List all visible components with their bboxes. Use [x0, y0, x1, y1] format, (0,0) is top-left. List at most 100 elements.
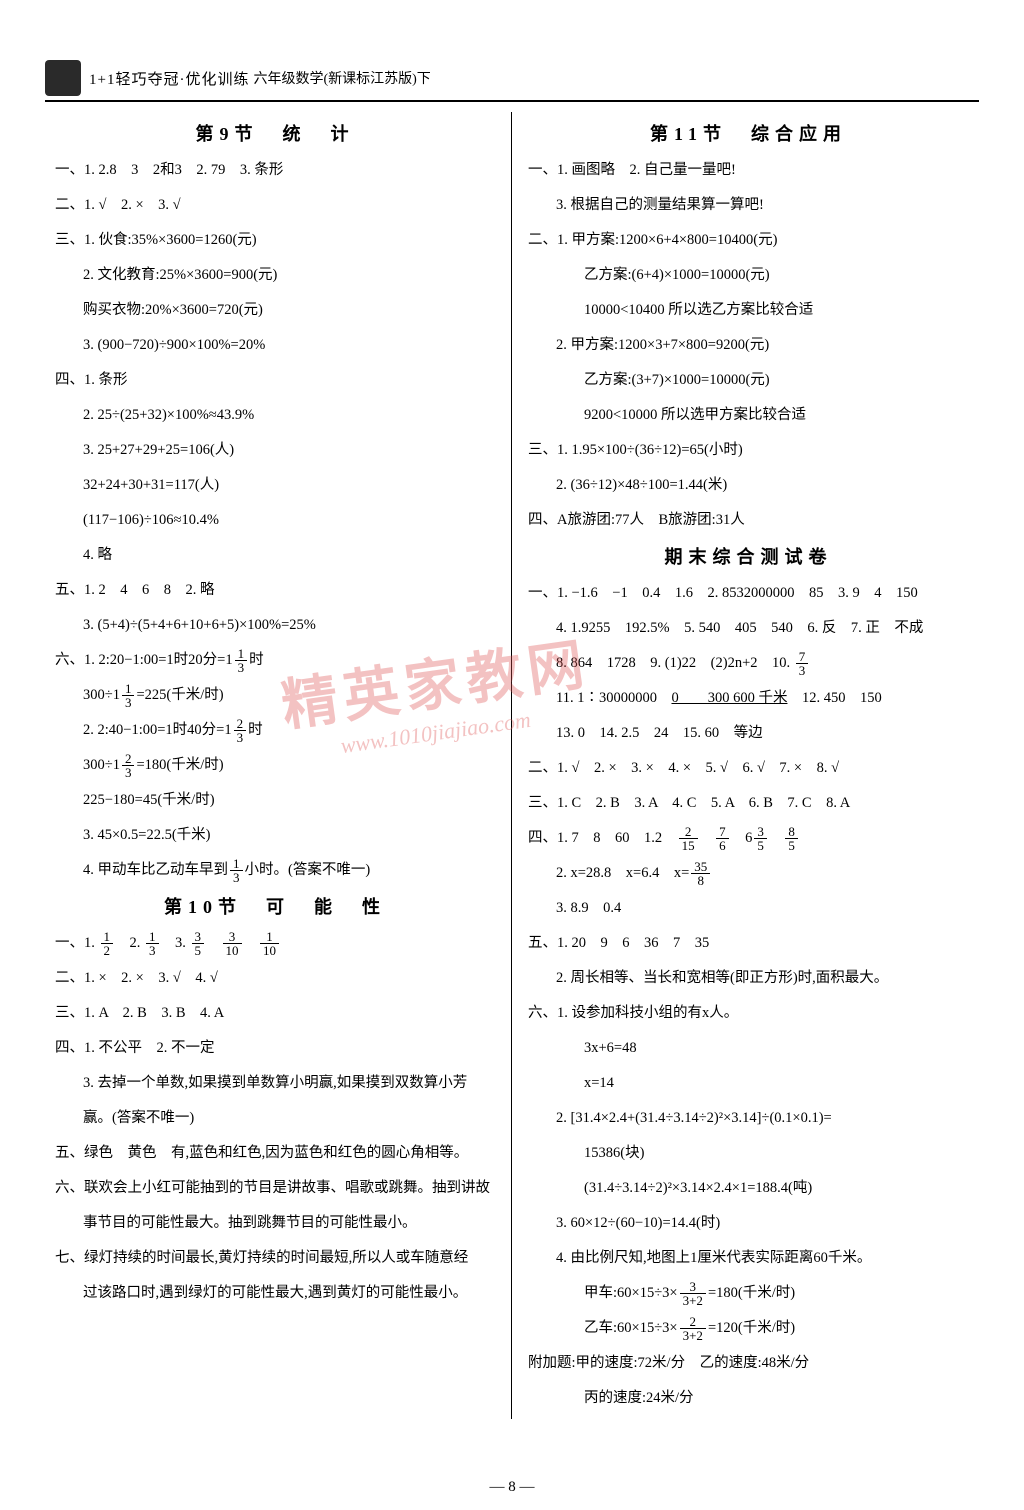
text: =120(千米/时): [708, 1320, 795, 1336]
line: 2. [31.4×2.4+(31.4÷3.14÷2)²×3.14]÷(0.1×0…: [528, 1104, 969, 1133]
line: 4. 略: [55, 541, 495, 570]
left-column: 第9节 统 计 一、1. 2.8 3 2和3 2. 79 3. 条形 二、1. …: [45, 112, 512, 1419]
fraction: 76: [716, 825, 729, 852]
brand-text: 1+1轻巧夺冠·优化训练: [89, 68, 249, 89]
line: 15386(块): [528, 1139, 969, 1168]
line: 购买衣物:20%×3600=720(元): [55, 296, 495, 325]
line: 乙方案:(6+4)×1000=10000(元): [528, 261, 969, 290]
line: 赢。(答案不唯一): [55, 1104, 495, 1133]
section-10-title: 第10节 可 能 性: [55, 893, 495, 919]
text: 甲车:60×15÷3×: [584, 1285, 678, 1301]
line: 3. 45×0.5=22.5(千米): [55, 821, 495, 850]
section-11-title: 第11节 综合应用: [528, 120, 969, 146]
fraction: 35: [192, 930, 205, 957]
scale-bar: 0 300 600 千米: [671, 690, 787, 706]
text: 3.: [161, 935, 190, 951]
fraction: 13: [235, 647, 248, 674]
line: 丙的速度:24米/分: [528, 1384, 969, 1413]
line: 四、1. 条形: [55, 366, 495, 395]
line: 300÷123=180(千米/时): [55, 751, 495, 780]
text: 2. 2:40−1:00=1时40分=1: [83, 722, 232, 738]
line: 2. 文化教育:25%×3600=900(元): [55, 261, 495, 290]
fraction: 13: [146, 930, 159, 957]
line: 225−180=45(千米/时): [55, 786, 495, 815]
line: 附加题:甲的速度:72米/分 乙的速度:48米/分: [528, 1349, 969, 1378]
text: 11. 1∶30000000: [556, 690, 671, 706]
line: 甲车:60×15÷3×33+2=180(千米/时): [528, 1279, 969, 1308]
line: 五、1. 2 4 6 8 2. 略: [55, 576, 495, 605]
line: 事节目的可能性最大。抽到跳舞节目的可能性最小。: [55, 1209, 495, 1238]
fraction: 23+2: [680, 1315, 706, 1342]
line: 2. 甲方案:1200×3+7×800=9200(元): [528, 331, 969, 360]
line: 一、1. 2.8 3 2和3 2. 79 3. 条形: [55, 156, 495, 185]
line: 五、绿色 黄色 有,蓝色和红色,因为蓝色和红色的圆心角相等。: [55, 1139, 495, 1168]
fraction: 13: [122, 682, 135, 709]
fraction: 73: [796, 650, 809, 677]
text: 300÷1: [83, 757, 120, 773]
text: 四、1. 7 8 60 1.2: [528, 830, 677, 846]
line: 七、绿灯持续的时间最长,黄灯持续的时间最短,所以人或车随意经: [55, 1244, 495, 1273]
line: 8. 864 1728 9. (1)22 (2)2n+2 10. 73: [528, 649, 969, 678]
line: 一、1. 12 2. 13 3. 35 310 110: [55, 929, 495, 958]
text: 时: [249, 652, 264, 668]
logo-icon: [45, 60, 81, 96]
line: 3. 根据自己的测量结果算一算吧!: [528, 191, 969, 220]
line: 二、1. √ 2. × 3. × 4. × 5. √ 6. √ 7. × 8. …: [528, 754, 969, 783]
line: 2. 周长相等、当长和宽相等(即正方形)时,面积最大。: [528, 964, 969, 993]
line: 32+24+30+31=117(人): [55, 471, 495, 500]
line: 三、1. A 2. B 3. B 4. A: [55, 999, 495, 1028]
text: 300÷1: [83, 687, 120, 703]
line: 10000<10400 所以选乙方案比较合适: [528, 296, 969, 325]
fraction: 13: [230, 857, 243, 884]
fraction: 23: [122, 752, 135, 779]
line: 9200<10000 所以选甲方案比较合适: [528, 401, 969, 430]
line: 乙车:60×15÷3×23+2=120(千米/时): [528, 1314, 969, 1343]
fraction: 85: [785, 825, 798, 852]
line: 3. 60×12÷(60−10)=14.4(时): [528, 1209, 969, 1238]
line: 4. 1.9255 192.5% 5. 540 405 540 6. 反 7. …: [528, 614, 969, 643]
text: 12. 450 150: [787, 690, 881, 706]
text: 8. 864 1728 9. (1)22 (2)2n+2 10.: [556, 655, 794, 671]
line: 3. (5+4)÷(5+4+6+10+6+5)×100%=25%: [55, 611, 495, 640]
line: 2. (36÷12)×48÷100=1.44(米): [528, 471, 969, 500]
content-columns: 第9节 统 计 一、1. 2.8 3 2和3 2. 79 3. 条形 二、1. …: [45, 112, 979, 1419]
text: 2. x=28.8 x=6.4 x=: [556, 865, 689, 881]
line: 五、1. 20 9 6 36 7 35: [528, 929, 969, 958]
text: 一、1.: [55, 935, 99, 951]
fraction: 215: [679, 825, 698, 852]
exam-title: 期末综合测试卷: [528, 543, 969, 569]
line: 2. 25÷(25+32)×100%≈43.9%: [55, 401, 495, 430]
line: 一、1. −1.6 −1 0.4 1.6 2. 8532000000 85 3.…: [528, 579, 969, 608]
line: 一、1. 画图略 2. 自己量一量吧!: [528, 156, 969, 185]
line: 三、1. 伙食:35%×3600=1260(元): [55, 226, 495, 255]
line: 六、1. 设参加科技小组的有x人。: [528, 999, 969, 1028]
line: (117−106)÷106≈10.4%: [55, 506, 495, 535]
text: =180(千米/时): [708, 1285, 795, 1301]
line: x=14: [528, 1069, 969, 1098]
line: (31.4÷3.14÷2)²×3.14×2.4×1=188.4(吨): [528, 1174, 969, 1203]
text: 乙车:60×15÷3×: [584, 1320, 678, 1336]
line: 乙方案:(3+7)×1000=10000(元): [528, 366, 969, 395]
text: 2.: [115, 935, 144, 951]
line: 二、1. 甲方案:1200×6+4×800=10400(元): [528, 226, 969, 255]
text: =225(千米/时): [136, 687, 223, 703]
line: 三、1. C 2. B 3. A 4. C 5. A 6. B 7. C 8. …: [528, 789, 969, 818]
line: 三、1. 1.95×100÷(36÷12)=65(小时): [528, 436, 969, 465]
text: 时: [248, 722, 263, 738]
line: 300÷113=225(千米/时): [55, 681, 495, 710]
line: 3. (900−720)÷900×100%=20%: [55, 331, 495, 360]
line: 3. 8.9 0.4: [528, 894, 969, 923]
fraction: 310: [223, 930, 242, 957]
line: 13. 0 14. 2.5 24 15. 60 等边: [528, 719, 969, 748]
subtitle-text: 六年级数学(新课标江苏版)下: [253, 68, 430, 88]
page-header: 1+1轻巧夺冠·优化训练 六年级数学(新课标江苏版)下: [45, 60, 979, 102]
line: 3. 去掉一个单数,如果摸到单数算小明赢,如果摸到双数算小芳: [55, 1069, 495, 1098]
line: 2. 2:40−1:00=1时40分=123时: [55, 716, 495, 745]
line: 六、1. 2:20−1:00=1时20分=113时: [55, 646, 495, 675]
line: 二、1. × 2. × 3. √ 4. √: [55, 964, 495, 993]
text: 小时。(答案不唯一): [245, 862, 371, 878]
line: 四、A旅游团:77人 B旅游团:31人: [528, 506, 969, 535]
text: 六、1. 2:20−1:00=1时20分=1: [55, 652, 233, 668]
fraction: 23: [234, 717, 247, 744]
line: 4. 由比例尺知,地图上1厘米代表实际距离60千米。: [528, 1244, 969, 1273]
